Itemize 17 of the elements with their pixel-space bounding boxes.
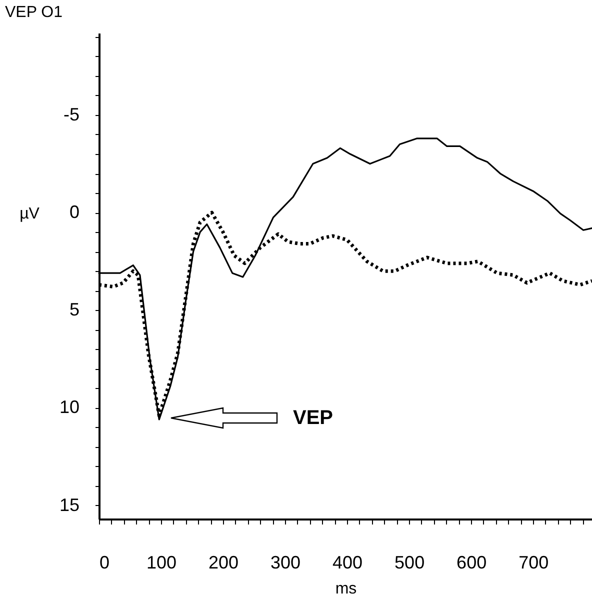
annotation: VEP — [293, 407, 334, 429]
x-tick-label: 600 — [456, 552, 487, 572]
x-tick-label: 0 — [100, 552, 110, 572]
y-tick-label: 15 — [59, 494, 80, 515]
x-tick-label: 200 — [208, 552, 239, 572]
x-axis-title: ms — [335, 580, 357, 598]
y-tick-label: 5 — [69, 300, 80, 320]
x-tick-label: 500 — [394, 552, 425, 572]
y-tick-label: 0 — [69, 202, 80, 222]
x-tick-label: 300 — [270, 552, 301, 572]
y-tick-label: -5 — [63, 104, 80, 124]
x-tick-label: 700 — [518, 552, 549, 572]
x-tick-label: 100 — [146, 552, 177, 572]
y-tick-label: 10 — [59, 397, 80, 418]
y-axis-title: µV — [20, 206, 40, 222]
x-tick-label: 400 — [332, 552, 363, 572]
chart-title: VEP O1 — [5, 4, 63, 21]
